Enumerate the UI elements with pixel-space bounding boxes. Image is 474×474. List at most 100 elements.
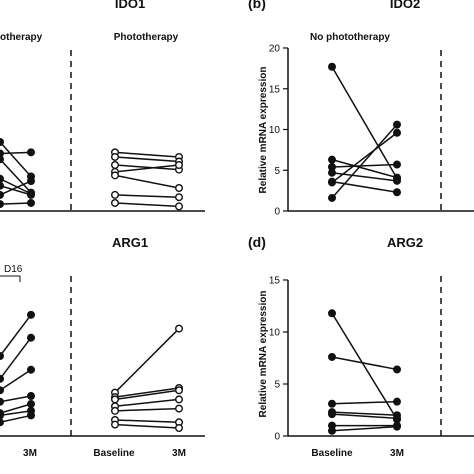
ido2-tick-label-20: 20 — [269, 44, 281, 55]
ido1-nophoto-point-3m-5 — [27, 177, 36, 186]
ido1-nophoto-point-baseline-6 — [0, 200, 4, 209]
ido1-nophoto-point-baseline-3 — [0, 174, 4, 183]
ido1-nophoto-line-5 — [0, 180, 32, 196]
arg2-point-baseline-1 — [328, 352, 337, 361]
group-label-no-phototherapy: No phototherapy — [310, 32, 390, 43]
arg1-photo-point-3m-0 — [174, 324, 183, 333]
ido1-nophoto-point-baseline-5 — [0, 190, 4, 199]
x-category-3m-arg2: 3M — [390, 448, 404, 459]
chart-title-arg1: ARG1 — [112, 235, 148, 250]
arg1-nophoto-point-baseline-6 — [0, 418, 4, 427]
x-category-3m-left: 3M — [23, 448, 37, 459]
panel-arg2: (d) ARG2 Relative mRNA expression 0 5 10 15… — [248, 234, 474, 459]
arg1-nophoto-point-baseline-0 — [0, 352, 4, 360]
ido1-photo-point-baseline-1 — [110, 152, 119, 161]
ido2-point-3m-6 — [393, 188, 402, 197]
ido1-photo-line-2 — [114, 164, 180, 171]
arg1-nophoto-point-baseline-2 — [0, 386, 4, 395]
arg1-nophoto-line-2 — [0, 369, 32, 391]
arg1-photo-line-6 — [114, 423, 180, 429]
ido1-photo-point-baseline-2 — [110, 160, 119, 169]
arg2-line-3 — [331, 411, 398, 416]
ido1-photo-line-3 — [114, 164, 180, 173]
panel-ido2: (b) IDO2 No phototherapy Relative mRNA e… — [248, 0, 474, 218]
arg1-photo-line-4 — [114, 407, 180, 412]
y-ticks-ido2: 0 5 10 15 20 — [269, 44, 288, 218]
ido1-photo-point-3m-3 — [174, 160, 183, 169]
arg1-photo-line-3 — [114, 398, 180, 408]
arg2-point-3m-4 — [393, 414, 402, 423]
arg1-photo-point-3m-4 — [174, 404, 183, 413]
arg1-nophoto-point-3m-2 — [27, 365, 36, 374]
ido1-nophoto-point-3m-0 — [27, 148, 36, 157]
arg1-nophoto-line-0 — [0, 314, 32, 357]
ido2-tick-label-15: 15 — [269, 84, 281, 95]
ido2-point-baseline-0 — [328, 62, 337, 71]
ido2-point-baseline-3 — [328, 155, 337, 164]
arg1-nophoto-point-3m-1 — [27, 333, 36, 342]
ido1-photo-line-6 — [114, 202, 180, 208]
arg2-point-3m-1 — [393, 365, 402, 374]
arg1-photo-point-baseline-6 — [110, 420, 119, 429]
marks-arg2 — [328, 309, 402, 435]
arg1-photo-point-baseline-2 — [110, 395, 119, 404]
arg1-nophoto-line-5 — [0, 410, 32, 417]
arg2-tick-label-15: 15 — [269, 276, 281, 287]
arg1-nophoto-point-3m-6 — [27, 411, 36, 420]
arg2-tick-label-0: 0 — [274, 432, 280, 443]
arg1-nophoto-line-3 — [0, 395, 32, 403]
ido2-point-3m-5 — [393, 176, 402, 185]
ido1-photo-line-0 — [114, 151, 180, 158]
arg1-nophoto-point-3m-3 — [27, 392, 36, 401]
group-label-phototherapy: Phototherapy — [114, 32, 179, 43]
y-axis-label-ido2: Relative mRNA expression — [258, 67, 269, 194]
ido1-photo-point-baseline-5 — [110, 190, 119, 199]
ido1-nophoto-line-3 — [0, 178, 32, 195]
ido2-point-3m-2 — [393, 128, 402, 137]
ido2-line-6 — [331, 180, 398, 193]
ido1-nophoto-point-baseline-0 — [0, 149, 4, 158]
arg1-photo-line-2 — [114, 389, 180, 401]
arg1-photo-point-3m-3 — [174, 395, 183, 404]
ido2-tick-label-10: 10 — [269, 125, 281, 136]
arg1-nophoto-point-baseline-3 — [0, 397, 4, 406]
chart-title-arg2: ARG2 — [387, 235, 423, 250]
ido1-nophoto-point-baseline-4 — [0, 181, 4, 190]
ido1-nophoto-line-4 — [0, 184, 32, 196]
arg1-photo-line-0 — [114, 328, 180, 394]
arg1-photo-point-3m-6 — [174, 424, 183, 433]
arg2-line-4 — [331, 413, 398, 420]
group-label-otherapy: otherapy — [0, 32, 43, 43]
marks-ido2 — [328, 62, 402, 202]
arg1-photo-line-5 — [114, 419, 180, 424]
arg1-nophoto-line-6 — [0, 414, 32, 424]
ido1-photo-point-baseline-4 — [110, 171, 119, 180]
ido1-photo-line-4 — [114, 174, 180, 189]
x-category-baseline-mid: Baseline — [93, 448, 135, 459]
arg1-nophoto-point-3m-0 — [27, 310, 36, 319]
ido2-point-baseline-1 — [328, 193, 337, 202]
ido1-nophoto-line-6 — [0, 202, 32, 205]
arg1-nophoto-line-1 — [0, 337, 32, 380]
ido1-photo-line-1 — [114, 156, 180, 163]
ido1-photo-point-3m-5 — [174, 193, 183, 202]
arg2-tick-label-10: 10 — [269, 328, 281, 339]
y-axis-label-arg2: Relative mRNA expression — [258, 291, 269, 418]
arg2-line-2 — [331, 400, 398, 405]
ido2-line-4 — [331, 163, 398, 168]
ido1-photo-point-3m-6 — [174, 202, 183, 211]
ido2-line-1 — [331, 124, 398, 199]
ido2-point-baseline-6 — [328, 177, 337, 186]
arg2-line-6 — [331, 425, 398, 432]
ido1-nophoto-line-1 — [0, 141, 32, 178]
marks-ido1 — [0, 138, 183, 211]
arg2-point-3m-2 — [393, 397, 402, 406]
ido1-nophoto-line-2 — [0, 158, 32, 194]
panel-label-d: (d) — [248, 234, 266, 250]
ido2-point-3m-1 — [393, 120, 402, 129]
ido2-line-5 — [331, 171, 398, 182]
arg2-point-baseline-6 — [328, 426, 337, 435]
marks-arg1 — [0, 310, 183, 433]
arg2-line-1 — [331, 356, 398, 371]
